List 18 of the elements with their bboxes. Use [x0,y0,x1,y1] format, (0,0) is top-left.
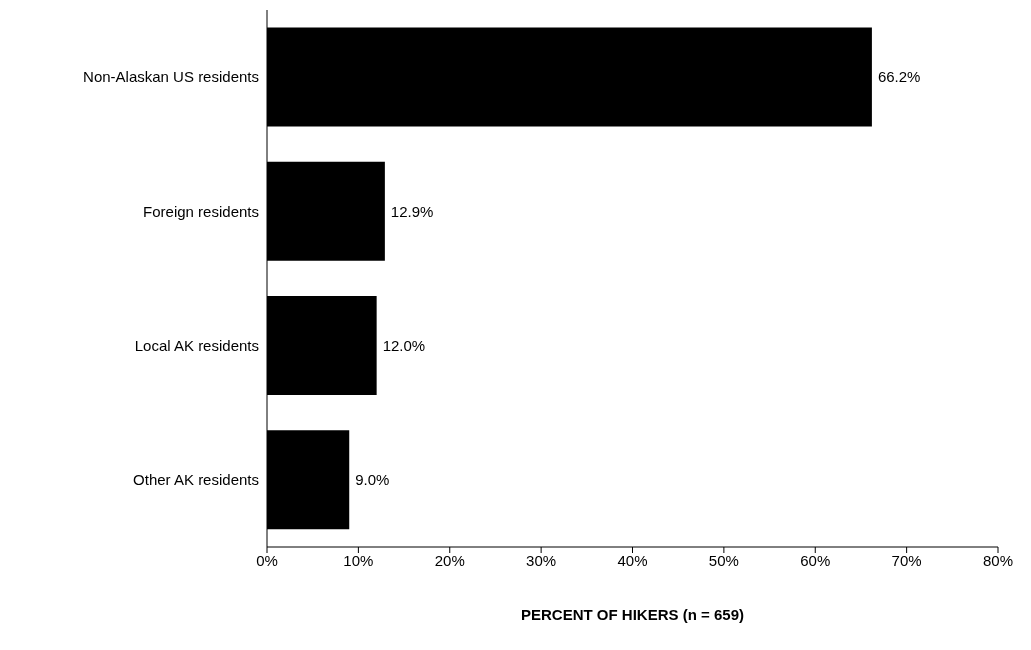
x-tick-label: 70% [891,551,922,569]
x-tick-label: 10% [343,551,374,569]
x-axis-title: PERCENT OF HIKERS (n = 659) [521,606,744,623]
y-tick-label: Non-Alaskan US residents [83,68,259,86]
y-tick-label: Foreign residents [143,202,259,220]
x-tick-label: 40% [617,551,648,569]
x-tick-label: 50% [708,551,739,569]
x-tick-label: 80% [982,551,1014,569]
x-tick-label: 60% [800,551,831,569]
x-tick-label: 30% [526,551,557,569]
x-tick-label: 0% [256,551,278,569]
y-tick-label: Local AK residents [134,336,259,354]
x-tick-label: 20% [434,551,465,569]
data-label: 9.0% [355,471,390,489]
data-label: 12.9% [390,202,434,220]
y-tick-label: Other AK residents [133,471,259,489]
data-label: 12.0% [382,336,426,354]
data-label: 66.2% [877,68,921,86]
